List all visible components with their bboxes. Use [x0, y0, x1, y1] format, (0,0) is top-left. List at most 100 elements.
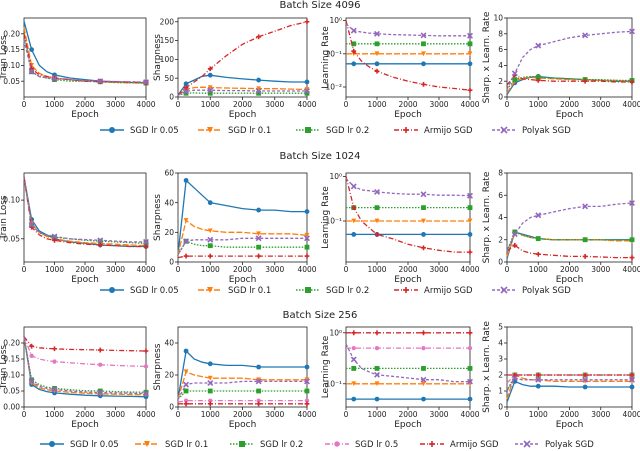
y-axis-label: Sharpness [153, 34, 163, 81]
x-axis-label: Epoch [394, 110, 422, 120]
legend-label-sgd-lr-0-1: SGD lr 0.1 [228, 286, 271, 296]
point-sgd-lr-0-05 [256, 77, 262, 83]
point-polyak-sgd [535, 42, 542, 49]
point-polyak-sgd [143, 390, 149, 397]
point-sgd-lr-0-1 [207, 375, 213, 381]
series-line-sgd-lr-0-1 [177, 370, 307, 400]
point-polyak-sgd [97, 78, 104, 85]
point-sgd-lr-0-05 [351, 61, 357, 67]
point-polyak-sgd [207, 380, 214, 386]
x-tick-label: 4000 [297, 410, 316, 419]
series-line-sgd-lr-0-2 [177, 390, 307, 400]
point-sgd-lr-0-2 [143, 389, 149, 395]
x-tick-label: 0 [344, 100, 349, 109]
x-tick-label: 2000 [560, 410, 579, 419]
point-armijo-sgd [467, 87, 473, 93]
x-axis-label: Epoch [556, 420, 584, 430]
x-tick-label: 2000 [233, 410, 252, 419]
point-polyak-sgd [511, 375, 518, 382]
point-armijo-sgd [351, 205, 357, 211]
point-sgd-lr-0-1 [421, 381, 426, 387]
point-polyak-sgd [255, 378, 262, 385]
x-tick-label: 1000 [367, 410, 386, 419]
point-armijo-sgd [535, 251, 541, 257]
x-tick-label: 4000 [622, 265, 640, 274]
series-line-sgd-lr-0-1 [177, 86, 308, 96]
y-tick-label: 2 [498, 77, 503, 86]
x-tick-label: 1000 [45, 410, 64, 419]
series-line-armijo-sgd [23, 176, 146, 248]
point-polyak-sgd [350, 183, 357, 190]
y-tick-label: 0 [498, 403, 503, 412]
y-tick-label: 0.05 [3, 387, 20, 396]
y-tick-label: 0.15 [3, 355, 20, 364]
point-armijo-sgd [421, 330, 426, 336]
point-sgd-lr-0-05 [207, 361, 213, 367]
y-axis-label: Train Loss [0, 195, 9, 241]
y-tick-label: 0.05 [3, 77, 20, 86]
x-axis-label: Epoch [71, 275, 99, 285]
point-sgd-lr-0-2 [304, 388, 310, 394]
point-polyak-sgd [420, 32, 427, 39]
y-axis-label: Train Loss [0, 35, 9, 81]
x-tick-label: 1000 [45, 100, 64, 109]
x-tick-label: 4000 [460, 410, 479, 419]
x-tick-label: 4000 [297, 100, 316, 109]
point-armijo-sgd [582, 254, 588, 259]
point-armijo-sgd [304, 253, 310, 259]
point-polyak-sgd [183, 381, 190, 388]
point-polyak-sgd [143, 238, 149, 245]
legend-marker-sgd-lr-0-5 [334, 441, 340, 447]
y-tick-label: 8 [498, 29, 503, 38]
x-tick-label: 4000 [460, 265, 479, 274]
x-tick-label: 0 [505, 100, 510, 109]
x-tick-label: 0 [22, 265, 27, 274]
point-armijo-sgd [512, 242, 518, 248]
series-line-sgd-lr-0-1 [23, 176, 147, 247]
point-sgd-lr-0-05 [629, 384, 635, 390]
x-axis-label: Epoch [229, 110, 257, 120]
series-line-sgd-lr-0-05 [177, 74, 307, 96]
legend-label-sgd-lr-0-05: SGD lr 0.05 [130, 126, 179, 136]
point-polyak-sgd [420, 191, 427, 198]
point-sgd-lr-0-2 [351, 41, 357, 47]
x-tick-label: 4000 [136, 100, 155, 109]
point-armijo-sgd [52, 346, 57, 352]
legend-marker-sgd-lr-0-2 [305, 287, 311, 293]
x-tick-label: 0 [22, 100, 27, 109]
point-sgd-lr-0-05 [304, 209, 310, 214]
x-tick-label: 0 [176, 100, 181, 109]
x-tick-label: 1000 [201, 265, 220, 274]
point-polyak-sgd [467, 32, 473, 39]
plot-frame [506, 17, 633, 98]
series-line-polyak-sgd [177, 89, 307, 96]
point-sgd-lr-0-2 [207, 90, 213, 96]
point-sgd-lr-0-2 [183, 388, 189, 394]
panel-learning-rate: 10⁻¹ 10⁰ 0 1000 2000 3000 4000 Epoch Learning Ra… [321, 172, 480, 285]
legend-marker-sgd-lr-0-2 [305, 127, 311, 133]
point-armijo-sgd [629, 79, 635, 85]
series-line-armijo-sgd [506, 244, 632, 259]
y-tick-label: 3 [498, 355, 503, 364]
x-tick-label: 2000 [398, 410, 417, 419]
point-sgd-lr-0-05 [304, 79, 310, 85]
series-line-armijo-sgd [23, 33, 147, 84]
y-axis-label: Sharpness [153, 194, 163, 241]
series-line-armijo-sgd [345, 20, 471, 91]
plot-frame [506, 172, 633, 263]
series-line-sgd-lr-0-2 [177, 240, 307, 255]
point-polyak-sgd [207, 87, 214, 94]
series-line-sgd-lr-0-05 [23, 336, 147, 398]
legend-label-armijo-sgd: Armijo SGD [424, 286, 473, 296]
point-sgd-lr-0-2 [535, 74, 541, 80]
point-sgd-lr-0-5 [421, 345, 426, 351]
y-tick-label: 0 [169, 258, 174, 267]
legend-label-sgd-lr-0-2: SGD lr 0.2 [260, 440, 303, 450]
point-sgd-lr-0-05 [183, 348, 189, 354]
y-tick-label: 10⁻¹ [325, 379, 342, 388]
legend-label-polyak-sgd: Polyak SGD [522, 286, 571, 296]
x-tick-label: 2000 [560, 265, 579, 274]
point-armijo-sgd [256, 401, 262, 407]
point-polyak-sgd [97, 389, 104, 396]
